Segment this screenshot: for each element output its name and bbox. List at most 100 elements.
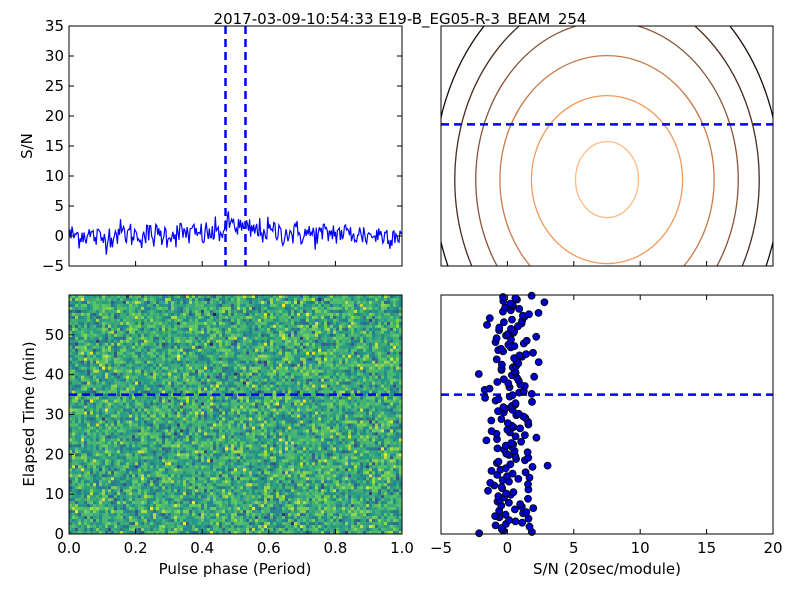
waterfall-cell (126, 405, 130, 409)
waterfall-cell (165, 426, 169, 430)
waterfall-cell (288, 342, 292, 347)
waterfall-cell (270, 348, 274, 353)
waterfall-cell (231, 411, 235, 415)
waterfall-cell (339, 369, 343, 373)
waterfall-cell (339, 357, 343, 362)
waterfall-cell (315, 315, 319, 320)
waterfall-cell (174, 408, 178, 412)
waterfall-cell (228, 339, 232, 344)
waterfall-cell (312, 423, 316, 427)
waterfall-cell (255, 420, 259, 424)
waterfall-cell (183, 330, 187, 335)
waterfall-cell (114, 423, 118, 427)
waterfall-cell (354, 333, 358, 338)
waterfall-cell (321, 387, 325, 391)
waterfall-cell (282, 402, 286, 406)
waterfall-cell (147, 402, 151, 406)
waterfall-cell (345, 351, 349, 356)
waterfall-cell (78, 417, 82, 421)
waterfall-cell (108, 414, 112, 418)
waterfall-cell (273, 417, 277, 421)
waterfall-cell (117, 399, 121, 403)
waterfall-cell (333, 381, 337, 385)
waterfall-cell (276, 360, 280, 365)
waterfall-cell (387, 402, 391, 406)
waterfall-cell (387, 312, 391, 317)
waterfall-cell (156, 312, 160, 317)
waterfall-cell (69, 336, 73, 341)
waterfall-cell (255, 381, 259, 385)
waterfall-cell (102, 360, 106, 365)
waterfall-cell (363, 411, 367, 415)
waterfall-cell (384, 390, 388, 394)
waterfall-cell (273, 390, 277, 394)
waterfall-cell (114, 408, 118, 412)
waterfall-cell (399, 366, 403, 370)
waterfall-cell (279, 333, 283, 338)
waterfall-cell (354, 312, 358, 317)
waterfall-cell (381, 420, 385, 424)
waterfall-cell (117, 381, 121, 385)
waterfall-cell (222, 315, 226, 320)
waterfall-cell (252, 420, 256, 424)
waterfall-cell (102, 324, 106, 329)
waterfall-cell (345, 378, 349, 382)
waterfall-cell (204, 381, 208, 385)
waterfall-cell (255, 423, 259, 427)
waterfall-cell (306, 342, 310, 347)
waterfall-cell (231, 297, 235, 302)
waterfall-cell (348, 351, 352, 356)
waterfall-cell (177, 363, 181, 367)
waterfall-cell (90, 351, 94, 356)
waterfall-cell (255, 339, 259, 344)
waterfall-cell (144, 372, 148, 376)
waterfall-cell (216, 417, 220, 421)
waterfall-cell (195, 411, 199, 415)
waterfall-cell (99, 363, 103, 367)
waterfall-cell (72, 420, 76, 424)
waterfall-cell (174, 420, 178, 424)
waterfall-cell (336, 321, 340, 326)
waterfall-cell (324, 300, 328, 305)
waterfall-cell (246, 357, 250, 362)
waterfall-cell (222, 312, 226, 317)
waterfall-cell (381, 366, 385, 370)
waterfall-cell (309, 396, 313, 400)
waterfall-cell (72, 375, 76, 379)
waterfall-cell (132, 354, 136, 359)
waterfall-cell (69, 354, 73, 359)
waterfall-cell (354, 423, 358, 427)
waterfall-cell (342, 417, 346, 421)
waterfall-cell (141, 393, 145, 397)
waterfall-cell (246, 408, 250, 412)
waterfall-cell (252, 423, 256, 427)
waterfall-cell (360, 378, 364, 382)
waterfall-cell (135, 420, 139, 424)
waterfall-cell (315, 378, 319, 382)
waterfall-cell (183, 297, 187, 302)
waterfall-cell (93, 411, 97, 415)
waterfall-cell (399, 321, 403, 326)
waterfall-cell (384, 420, 388, 424)
waterfall-cell (306, 303, 310, 308)
waterfall-cell (213, 420, 217, 424)
waterfall-cell (183, 306, 187, 311)
waterfall-cell (297, 396, 301, 400)
waterfall-cell (294, 420, 298, 424)
waterfall-cell (105, 378, 109, 382)
waterfall-cell (222, 330, 226, 335)
waterfall-cell (114, 378, 118, 382)
waterfall-cell (231, 366, 235, 370)
waterfall-cell (363, 312, 367, 317)
waterfall-cell (246, 399, 250, 403)
waterfall-cell (219, 366, 223, 370)
waterfall-cell (192, 399, 196, 403)
waterfall-cell (303, 342, 307, 347)
waterfall-cell (396, 348, 400, 353)
waterfall-cell (228, 351, 232, 356)
waterfall-cell (252, 369, 256, 373)
waterfall-cell (156, 327, 160, 332)
waterfall-cell (360, 360, 364, 365)
waterfall-cell (72, 354, 76, 359)
waterfall-cell (213, 387, 217, 391)
